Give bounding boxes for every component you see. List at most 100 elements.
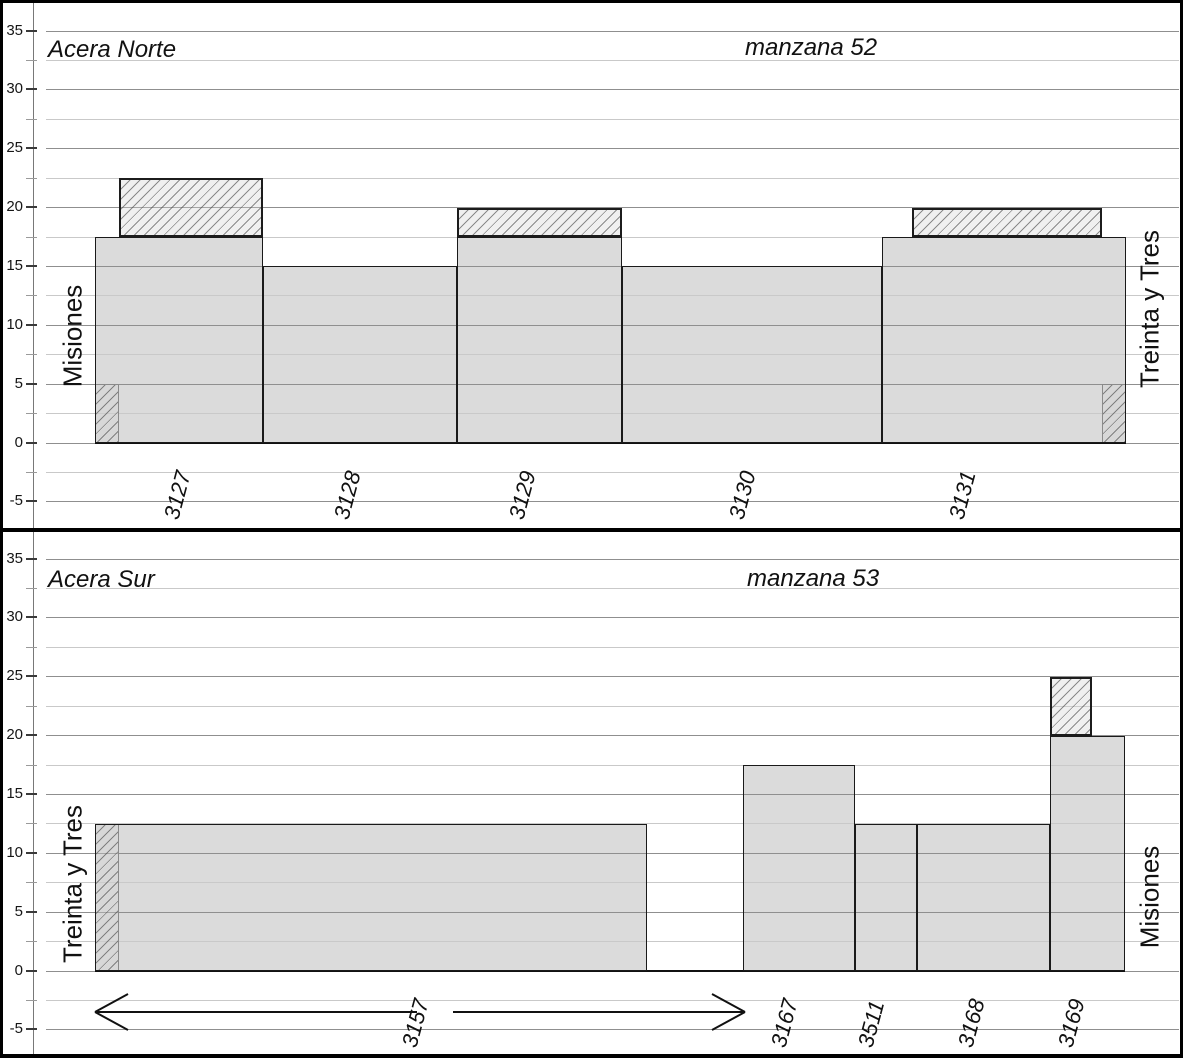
parcel-label-3129: 3129 <box>503 468 541 522</box>
y-axis-label: 30 <box>6 80 23 97</box>
parcel-label-3130: 3130 <box>723 468 761 522</box>
bar-fill-3129 <box>457 237 622 443</box>
bar-fill-3127 <box>95 237 263 443</box>
parcel-label-3169: 3169 <box>1052 996 1090 1050</box>
parcel-label-3128: 3128 <box>328 468 366 522</box>
parcel-label-3127: 3127 <box>158 468 196 522</box>
panel-subtitle: manzana 53 <box>747 565 880 592</box>
street-label-right: Misiones <box>1134 845 1165 949</box>
y-axis-label: 10 <box>6 316 23 333</box>
y-axis-label: 10 <box>6 844 23 861</box>
y-axis-tick-major <box>26 265 37 267</box>
gridline-major <box>46 617 1179 618</box>
gridline-minor <box>46 354 1179 355</box>
gridline-minor <box>46 295 1179 296</box>
parcel-label-3168: 3168 <box>952 996 990 1050</box>
bar-3129 <box>457 237 622 443</box>
gridline-major <box>46 207 1179 208</box>
hatched-zone-3157 <box>95 823 119 971</box>
extent-arrow-3157 <box>94 993 746 1031</box>
bar-3511 <box>855 823 917 971</box>
y-axis-label: 0 <box>14 962 23 979</box>
y-axis-label: 5 <box>14 375 23 392</box>
frame-border-bottom <box>0 1054 1183 1058</box>
y-axis-tick-major <box>26 88 37 90</box>
gridline-major <box>46 89 1179 90</box>
bar-3167 <box>743 765 855 971</box>
y-axis-label: 20 <box>6 726 23 743</box>
street-label-left: Treinta y Tres <box>57 805 88 963</box>
gridline-major <box>46 325 1179 326</box>
y-axis-tick-minor <box>26 178 37 179</box>
parcel-label-3511: 3511 <box>852 997 890 1050</box>
y-axis-tick-major <box>26 675 37 677</box>
y-axis-tick-major <box>26 911 37 913</box>
gridline-major <box>46 31 1179 32</box>
y-axis-tick-major <box>26 558 37 560</box>
y-axis-tick-minor <box>26 60 37 61</box>
gridline-minor <box>46 941 1179 942</box>
gridline-minor <box>46 1000 1179 1001</box>
bar-3131 <box>882 237 1126 443</box>
y-axis-label: 5 <box>14 903 23 920</box>
hatched-zone-3129 <box>457 207 622 238</box>
y-axis-tick-minor <box>26 647 37 648</box>
bar-fill-3131 <box>882 237 1126 443</box>
gridline-minor <box>46 823 1179 824</box>
y-axis-label: 35 <box>6 22 23 39</box>
y-axis-tick-major <box>26 30 37 32</box>
gridline-minor <box>46 647 1179 648</box>
gridline-major <box>46 735 1179 736</box>
street-label-right: Treinta y Tres <box>1134 230 1165 388</box>
gridline-major <box>46 148 1179 149</box>
y-axis-label: -5 <box>9 492 23 509</box>
y-axis-tick-minor <box>26 472 37 473</box>
gridline-minor <box>46 119 1179 120</box>
bar-fill-3167 <box>743 765 855 971</box>
gridline-major <box>46 559 1179 560</box>
panel-divider <box>0 528 1183 532</box>
hatched-zone-3169 <box>1050 676 1092 736</box>
panel-title: Acera Norte <box>48 36 177 63</box>
gridline-minor <box>46 472 1179 473</box>
gridline-major <box>46 794 1179 795</box>
y-axis-tick-minor <box>26 706 37 707</box>
hatched-zone-3127 <box>95 384 119 443</box>
frame-border-top <box>0 0 1183 3</box>
y-axis-label: 20 <box>6 198 23 215</box>
bar-3128 <box>263 266 457 443</box>
gridline-minor <box>46 178 1179 179</box>
bar-3130 <box>622 266 882 443</box>
y-axis-tick-minor <box>26 119 37 120</box>
y-axis-label: 15 <box>6 785 23 802</box>
panel-subtitle: manzana 52 <box>745 34 878 61</box>
gridline-minor <box>46 882 1179 883</box>
y-axis-tick-minor <box>26 765 37 766</box>
bar-fill-3168 <box>917 823 1050 971</box>
y-axis-label: 15 <box>6 257 23 274</box>
panel-title: Acera Sur <box>48 566 155 593</box>
y-axis-tick-minor <box>26 354 37 355</box>
bar-3168 <box>917 823 1050 971</box>
y-axis-tick-minor <box>26 295 37 296</box>
gridline-major <box>46 384 1179 385</box>
y-axis-tick-major <box>26 734 37 736</box>
y-axis-tick-minor <box>26 941 37 942</box>
y-axis-label: 30 <box>6 608 23 625</box>
y-axis-tick-major <box>26 206 37 208</box>
y-axis-tick-major <box>26 793 37 795</box>
y-axis-label: 0 <box>14 434 23 451</box>
gridline-minor <box>46 60 1179 61</box>
y-axis-tick-minor <box>26 882 37 883</box>
hatched-zone-3131 <box>912 207 1102 238</box>
y-axis-tick-major <box>26 383 37 385</box>
hatched-zone-3127 <box>119 178 263 238</box>
y-axis-tick-major <box>26 147 37 149</box>
gridline-minor <box>46 706 1179 707</box>
y-axis-tick-minor <box>26 413 37 414</box>
gridline-major <box>46 676 1179 677</box>
gridline-minor <box>46 413 1179 414</box>
gridline-minor <box>46 588 1179 589</box>
gridline-major <box>46 853 1179 854</box>
